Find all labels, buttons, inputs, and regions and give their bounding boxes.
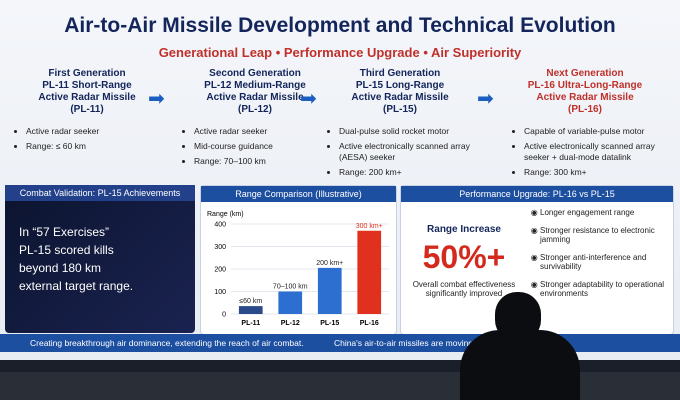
generation-heading: (PL-15) — [383, 104, 417, 115]
bullets: Active radar seeker Mid-course guidance Ra… — [180, 126, 330, 167]
bar — [238, 306, 263, 314]
x-tick-label: PL-12 — [281, 320, 300, 327]
arrow: ➡ — [477, 88, 494, 110]
bullets: Dual-pulse solid rocket motor Active elec… — [325, 126, 475, 178]
y-axis-label: Range (km) — [207, 211, 244, 218]
x-tick-label: PL-15 — [320, 320, 339, 327]
bar — [357, 230, 382, 314]
generation-heading: Second Generation — [209, 68, 301, 79]
banner: Creating breakthrough air dominance, ext… — [0, 334, 680, 352]
title: Air-to-Air Missile Development and Techn… — [64, 14, 616, 37]
bullet: Active electronically scanned array seek… — [524, 141, 660, 163]
generation: Second Generation PL-12 Medium-Range Activ… — [180, 68, 330, 171]
bar — [317, 267, 342, 314]
bullet: Range: 300 km+ — [524, 167, 660, 178]
combat-panel: Combat Validation: PL-15 Achievements In… — [5, 185, 195, 333]
upgrade-item: Longer engagement range — [540, 208, 680, 217]
bullet: Dual-pulse solid rocket motor — [339, 126, 475, 137]
upgrade-list: Longer engagement range Stronger resistan… — [526, 208, 680, 307]
generation-heading: Active Radar Missile — [351, 92, 449, 103]
combat-text: In “57 Exercises” PL-15 scored kills beyon… — [5, 201, 195, 295]
subtitle: Generational Leap • Performance Upgrade … — [158, 45, 522, 60]
x-tick-label: PL-11 — [241, 320, 260, 327]
combat-line: beyond 180 km — [19, 261, 102, 275]
upgrade-item: Stronger resistance to electronic jammin… — [540, 226, 680, 244]
combat-line: PL-15 scored kills — [19, 243, 114, 257]
y-tick-label: 100 — [214, 289, 226, 296]
chart: Range (km) 0 100 200 300 400 PL-11 ≤60 km PL-12 7… — [207, 211, 389, 327]
y-tick-label: 400 — [214, 222, 226, 229]
banner-text: Creating breakthrough air dominance, ext… — [30, 338, 304, 348]
y-tick-label: 0 — [222, 312, 226, 319]
bullet: Mid-course guidance — [194, 141, 330, 152]
combat-line: external target range. — [19, 279, 134, 293]
generation: Next Generation PL-16 Ultra-Long-Range Act… — [510, 68, 660, 182]
generation-heading: Next Generation — [546, 68, 624, 79]
generation-heading: Third Generation — [359, 68, 441, 79]
y-tick-label: 200 — [214, 267, 226, 274]
bar-annotation: 300 km+ — [356, 223, 383, 230]
generation-heading: (PL-11) — [70, 104, 104, 115]
generation-heading: Active Radar Missile — [38, 92, 136, 103]
bullet: Capable of variable-pulse motor — [524, 126, 660, 137]
screen: Air-to-Air Missile Development and Techn… — [0, 0, 680, 360]
panel-title: Range Comparison (Illustrative) — [201, 186, 396, 202]
generation-heading: Active Radar Missile — [206, 92, 304, 103]
generation-heading: (PL-12) — [238, 104, 272, 115]
upgrade-item: Stronger anti-interference and survivabi… — [540, 253, 680, 271]
panel-title: Performance Upgrade: PL-16 vs PL-15 — [401, 186, 673, 202]
big-number: 50%+ — [422, 239, 506, 275]
generation-heading: Active Radar Missile — [536, 92, 634, 103]
bullets: Capable of variable-pulse motor Active el… — [510, 126, 660, 178]
arrow: ➡ — [148, 88, 165, 110]
bar-annotation: 70–100 km — [273, 284, 308, 291]
bar-annotation: ≤60 km — [239, 298, 262, 305]
bullets: Active radar seeker Range: ≤ 60 km — [12, 126, 162, 152]
arrow: ➡ — [300, 88, 317, 110]
generation-heading: PL-15 Long-Range — [355, 80, 445, 91]
x-tick-label: PL-16 — [360, 320, 379, 327]
bullet: Active electronically scanned array (AES… — [339, 141, 475, 163]
generation-heading: PL-11 Short-Range — [42, 80, 132, 91]
generation-heading: First Generation — [48, 68, 126, 79]
bullet: Range: 200 km+ — [339, 167, 475, 178]
bullet: Range: 70–100 km — [194, 156, 330, 167]
upgrade-summary: Range Increase 50%+ Overall combat effec… — [409, 224, 519, 298]
generation-heading: PL-12 Medium-Range — [204, 80, 306, 91]
banner-text: China's air-to-air missiles are moving t… — [333, 338, 483, 348]
generation-heading: (PL-16) — [568, 104, 602, 115]
bullet: Active radar seeker — [194, 126, 330, 137]
label: Range Increase — [427, 224, 501, 235]
generation-heading: PL-16 Ultra-Long-Range — [527, 80, 643, 91]
generation: First Generation PL-11 Short-Range Active … — [12, 68, 162, 156]
bullet: Range: ≤ 60 km — [26, 141, 162, 152]
note: Overall combat effectiveness significant… — [412, 280, 516, 298]
combat-line: In “57 Exercises” — [19, 225, 110, 239]
panel-title: Combat Validation: PL-15 Achievements — [5, 185, 195, 201]
audience-head — [495, 292, 541, 342]
bullet: Active radar seeker — [26, 126, 162, 137]
y-tick-label: 300 — [214, 244, 226, 251]
generation: Third Generation PL-15 Long-Range Active R… — [325, 68, 475, 182]
upgrade-item: Stronger adaptability to operational env… — [540, 280, 680, 298]
chart-panel: Range Comparison (Illustrative) Range (k… — [200, 185, 397, 335]
bar — [278, 291, 303, 314]
bar-annotation: 200 km+ — [316, 260, 343, 267]
